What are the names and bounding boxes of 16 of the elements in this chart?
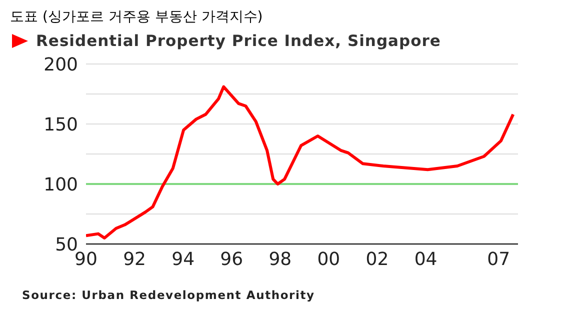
x-tick-label: 07: [487, 248, 510, 270]
x-tick-label: 02: [366, 248, 389, 270]
y-tick-label: 150: [44, 114, 78, 136]
y-tick-label: 100: [44, 174, 78, 196]
x-tick-label: 90: [74, 248, 98, 270]
line-series: [86, 85, 515, 240]
x-tick-label: 92: [123, 248, 146, 270]
x-tick-label: 00: [317, 248, 340, 270]
legend-label: Residential Property Price Index, Singapore: [36, 32, 441, 50]
source-note: Source: Urban Redevelopment Authority: [22, 288, 316, 302]
x-tick-label: 04: [414, 248, 438, 270]
y-tick-label: 200: [44, 54, 78, 76]
x-tick-label: 96: [220, 248, 244, 270]
x-tick-label: 94: [172, 248, 195, 270]
chart-title: 도표 (싱가포르 거주용 부동산 가격지수): [10, 8, 264, 27]
x-tick-label: 98: [268, 248, 292, 270]
